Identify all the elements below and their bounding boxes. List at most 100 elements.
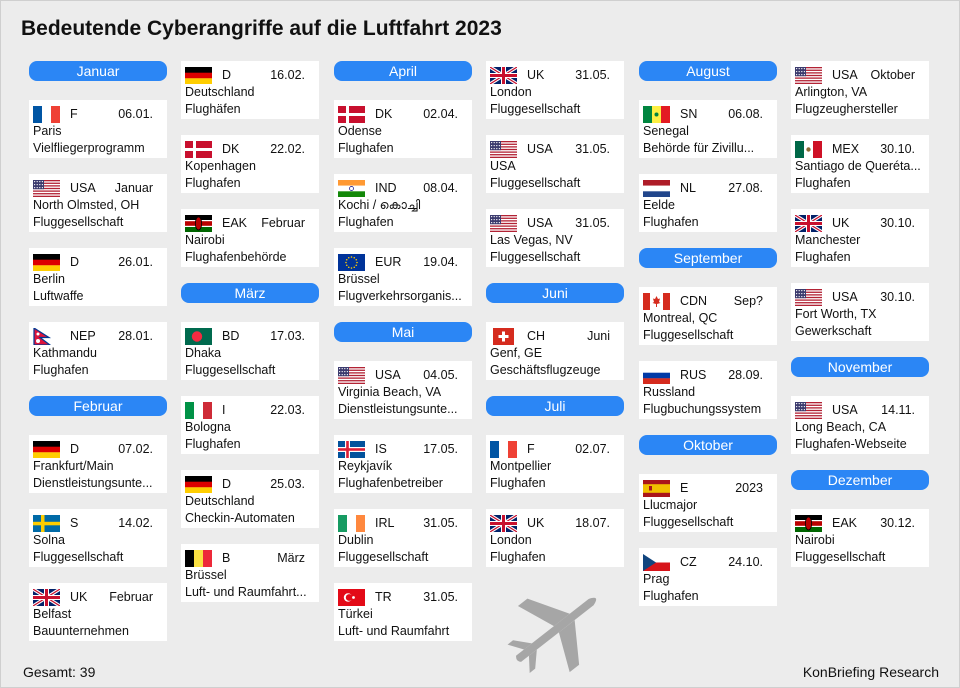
incident-card: IS 17.05. Reykjavík Flughafenbetreiber: [334, 435, 472, 493]
incident-card: F 06.01. Paris Vielfliegerprogramm: [29, 100, 167, 158]
country-code: CZ: [680, 555, 697, 569]
incident-location: Reykjavík: [338, 459, 393, 473]
flag-sweden-icon: [33, 515, 60, 532]
incident-location: Las Vegas, NV: [490, 233, 573, 247]
incident-date: Februar: [261, 216, 305, 230]
incident-card: BD 17.03. Dhaka Fluggesellschaft: [181, 322, 319, 380]
country-code: NEP: [70, 329, 96, 343]
card-header: CZ 24.10.: [643, 554, 775, 571]
card-header: MEX 30.10.: [795, 141, 927, 158]
incident-card: D 07.02. Frankfurt/Main Dienstleistungsunte…: [29, 435, 167, 493]
flag-france-icon: [490, 441, 517, 458]
card-header: D 26.01.: [33, 254, 165, 271]
card-header: TR 31.05.: [338, 589, 470, 606]
flag-denmark-icon: [185, 141, 212, 158]
country-code: UK: [527, 516, 545, 530]
country-code: CDN: [680, 294, 708, 308]
incident-location: Senegal: [643, 124, 689, 138]
incident-location: Kochi / കൊച്ചി: [338, 198, 421, 212]
incident-date: 2023: [735, 481, 763, 495]
incident-location: Deutschland: [185, 494, 255, 508]
card-header: CDN Sep?: [643, 293, 775, 310]
incident-date: Oktober: [870, 68, 915, 82]
country-code: USA: [527, 216, 553, 230]
incident-card: F 02.07. Montpellier Flughafen: [486, 435, 624, 493]
incident-target: Dienstleistungsunte...: [338, 402, 458, 416]
country-code: E: [680, 481, 689, 495]
country-code: DK: [222, 142, 240, 156]
incident-location: North Olmsted, OH: [33, 198, 140, 212]
flag-russia-icon: [643, 367, 670, 384]
incident-date: Sep?: [733, 294, 763, 308]
country-code: F: [70, 107, 78, 121]
incident-target: Flughafen: [490, 550, 546, 564]
country-code: SN: [680, 107, 698, 121]
flag-usa-icon: [33, 180, 60, 197]
incident-card: USA Oktober Arlington, VA Flugzeugherstelle…: [791, 61, 929, 119]
card-header: DK 02.04.: [338, 106, 470, 123]
incident-date: 30.10.: [880, 216, 915, 230]
incident-location: Paris: [33, 124, 62, 138]
card-header: UK Februar: [33, 589, 165, 606]
flag-denmark-icon: [338, 106, 365, 123]
incident-date: 06.01.: [118, 107, 153, 121]
incident-location: Prag: [643, 572, 670, 586]
card-header: USA 30.10.: [795, 289, 927, 306]
incident-date: 27.08.: [728, 181, 763, 195]
incident-target: Flughafen-Webseite: [795, 437, 907, 451]
card-header: RUS 28.09.: [643, 367, 775, 384]
incident-location: Solna: [33, 533, 65, 547]
incident-date: Januar: [114, 181, 153, 195]
incident-card: DK 02.04. Odense Flughafen: [334, 100, 472, 158]
country-code: EAK: [832, 516, 858, 530]
flag-germany-icon: [33, 441, 60, 458]
page-title: Bedeutende Cyberangriffe auf die Luftfah…: [21, 17, 502, 40]
country-code: USA: [527, 142, 553, 156]
country-code: CH: [527, 329, 546, 343]
incident-target: Fluggesellschaft: [490, 176, 581, 190]
country-code: D: [70, 255, 80, 269]
card-header: EAK 30.12.: [795, 515, 927, 532]
country-code: TR: [375, 590, 392, 604]
incident-date: 28.01.: [118, 329, 153, 343]
incident-target: Flugbuchungssystem: [643, 402, 762, 416]
incident-location: Eelde: [643, 198, 675, 212]
incident-date: 02.07.: [575, 442, 610, 456]
country-code: B: [222, 551, 231, 565]
incident-target: Flughafenbehörde: [185, 250, 287, 264]
card-header: NL 27.08.: [643, 180, 775, 197]
incident-location: Dublin: [338, 533, 374, 547]
incident-card: S 14.02. Solna Fluggesellschaft: [29, 509, 167, 567]
incident-card: D 26.01. Berlin Luftwaffe: [29, 248, 167, 306]
incident-location: Brüssel: [185, 568, 227, 582]
flag-uk-icon: [490, 515, 517, 532]
incident-date: 26.01.: [118, 255, 153, 269]
card-header: F 02.07.: [490, 441, 622, 458]
card-header: E 2023: [643, 480, 775, 497]
flag-canada-icon: [643, 293, 670, 310]
incident-date: 30.12.: [880, 516, 915, 530]
incident-target: Flughafen: [490, 476, 546, 490]
flag-netherlands-icon: [643, 180, 670, 197]
card-header: UK 18.07.: [490, 515, 622, 532]
incident-date: Juni: [587, 329, 610, 343]
incident-card: IND 08.04. Kochi / കൊച്ചി Flughafen: [334, 174, 472, 232]
airplane-icon: [507, 597, 597, 673]
country-code: IRL: [375, 516, 395, 530]
source-credit: KonBriefing Research: [802, 664, 939, 680]
incident-card: CZ 24.10. Prag Flughafen: [639, 548, 777, 606]
incident-location: Kathmandu: [33, 346, 97, 360]
incident-location: Santiago de Queréta...: [795, 159, 921, 173]
incident-location: Virginia Beach, VA: [338, 385, 442, 399]
incident-location: Nairobi: [185, 233, 225, 247]
country-code: IS: [375, 442, 387, 456]
flag-germany-icon: [185, 476, 212, 493]
card-header: EUR 19.04.: [338, 254, 470, 271]
flag-ireland-icon: [338, 515, 365, 532]
incident-location: London: [490, 85, 532, 99]
flag-turkey-icon: [338, 589, 365, 606]
country-code: UK: [527, 68, 545, 82]
card-header: D 16.02.: [185, 67, 317, 84]
card-header: F 06.01.: [33, 106, 165, 123]
flag-bangladesh-icon: [185, 328, 212, 345]
